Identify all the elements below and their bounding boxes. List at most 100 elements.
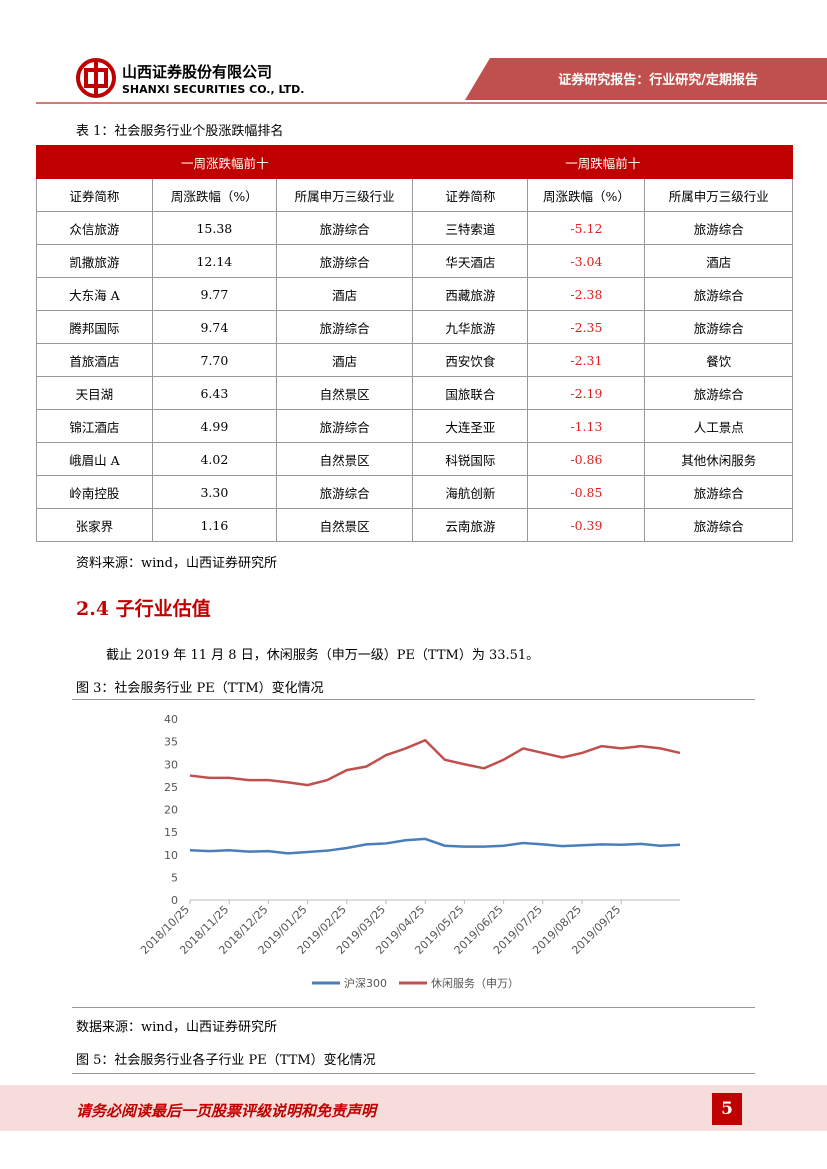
table-cell: 国旅联合 — [412, 376, 529, 410]
column-header: 周涨跌幅（%） — [151, 178, 277, 212]
group-header-row: 一周涨跌幅前十 一周跌幅前十 — [35, 145, 793, 179]
table-cell: -0.39 — [527, 508, 646, 542]
y-tick-label: 0 — [171, 894, 178, 907]
table-cell: 4.99 — [151, 409, 277, 443]
table-cell: 旅游综合 — [644, 475, 793, 509]
table-cell: 华天酒店 — [412, 244, 529, 278]
column-header: 证券简称 — [412, 178, 529, 212]
column-header: 证券简称 — [36, 178, 153, 212]
rule — [72, 1007, 755, 1008]
table-cell: -2.31 — [527, 343, 646, 377]
table-row: 峨眉山 A 4.02 自然景区 科锐国际 -0.86 其他休闲服务 — [36, 442, 793, 476]
table-cell: 3.30 — [151, 475, 277, 509]
table-cell: 三特索道 — [412, 211, 529, 245]
figure-caption: 图 5：社会服务行业各子行业 PE（TTM）变化情况 — [76, 1053, 376, 1068]
company-en: SHANXI SECURITIES CO., LTD. — [122, 83, 305, 96]
table-cell: 科锐国际 — [412, 442, 529, 476]
table-cell: 旅游综合 — [275, 475, 414, 509]
table-cell: 餐饮 — [644, 343, 793, 377]
table-cell: 旅游综合 — [644, 277, 793, 311]
line-series — [189, 837, 681, 855]
chart-source: 数据来源：wind，山西证券研究所 — [76, 1020, 277, 1035]
legend-label: 沪深300 — [344, 976, 387, 990]
table-row: 大东海 A 9.77 酒店 西藏旅游 -2.38 旅游综合 — [36, 277, 793, 311]
page-number: 5 — [712, 1093, 742, 1125]
data-table: 一周涨跌幅前十 一周跌幅前十 证券简称 周涨跌幅（%） 所属申万三级行业 证券简称 周涨跌幅… — [35, 145, 793, 542]
y-tick-label: 15 — [164, 826, 178, 839]
table-cell: -2.19 — [527, 376, 646, 410]
table-cell: -5.12 — [527, 211, 646, 245]
table-source: 资料来源：wind，山西证券研究所 — [76, 556, 277, 571]
table-row: 锦江酒店 4.99 旅游综合 大连圣亚 -1.13 人工景点 — [36, 409, 793, 443]
table-cell: 首旅酒店 — [36, 343, 153, 377]
table-cell: 岭南控股 — [36, 475, 153, 509]
table-row: 岭南控股 3.30 旅游综合 海航创新 -0.85 旅游综合 — [36, 475, 793, 509]
table-cell: 自然景区 — [275, 508, 414, 542]
table-cell: 9.77 — [151, 277, 277, 311]
group-header: 一周涨跌幅前十 — [35, 145, 414, 179]
column-header: 所属申万三级行业 — [644, 178, 793, 212]
table-row: 众信旅游 15.38 旅游综合 三特索道 -5.12 旅游综合 — [36, 211, 793, 245]
table-cell: 1.16 — [151, 508, 277, 542]
report-type: 证券研究报告：行业研究/定期报告 — [558, 72, 758, 88]
table-row: 首旅酒店 7.70 酒店 西安饮食 -2.31 餐饮 — [36, 343, 793, 377]
table-cell: 锦江酒店 — [36, 409, 153, 443]
table-cell: -0.86 — [527, 442, 646, 476]
table-cell: 海航创新 — [412, 475, 529, 509]
y-tick-label: 10 — [164, 849, 178, 862]
rule — [72, 1073, 755, 1074]
table-cell: 旅游综合 — [644, 376, 793, 410]
banner — [465, 58, 827, 100]
y-tick-label: 5 — [171, 871, 178, 884]
logo — [76, 58, 116, 98]
table-cell: 其他休闲服务 — [644, 442, 793, 476]
table-cell: 凯撒旅游 — [36, 244, 153, 278]
table-cell: 酒店 — [275, 343, 414, 377]
table-cell: 云南旅游 — [412, 508, 529, 542]
table-cell: -2.38 — [527, 277, 646, 311]
company-cn: 山西证券股份有限公司 — [122, 63, 272, 81]
table-cell: 9.74 — [151, 310, 277, 344]
table-cell: 人工景点 — [644, 409, 793, 443]
table-cell: 大东海 A — [36, 277, 153, 311]
table-cell: 自然景区 — [275, 376, 414, 410]
table-cell: -2.35 — [527, 310, 646, 344]
table-cell: 旅游综合 — [275, 211, 414, 245]
table-cell: 酒店 — [644, 244, 793, 278]
table-cell: 天目湖 — [36, 376, 153, 410]
table-cell: 自然景区 — [275, 442, 414, 476]
y-tick-label: 20 — [164, 804, 178, 817]
table-cell: 4.02 — [151, 442, 277, 476]
rule — [72, 699, 755, 700]
figure-caption: 图 3：社会服务行业 PE（TTM）变化情况 — [76, 681, 324, 696]
table-row: 张家界 1.16 自然景区 云南旅游 -0.39 旅游综合 — [36, 508, 793, 542]
table-cell: 众信旅游 — [36, 211, 153, 245]
y-tick-label: 25 — [164, 781, 178, 794]
table-cell: 旅游综合 — [644, 310, 793, 344]
group-header: 一周跌幅前十 — [412, 145, 793, 179]
line-series — [189, 738, 681, 787]
table-cell: -1.13 — [527, 409, 646, 443]
paragraph: 截止 2019 年 11 月 8 日，休闲服务（申万一级）PE（TTM）为 33… — [106, 648, 540, 663]
column-header: 周涨跌幅（%） — [527, 178, 646, 212]
table-cell: 6.43 — [151, 376, 277, 410]
table-cell: 旅游综合 — [644, 508, 793, 542]
table-cell: 7.70 — [151, 343, 277, 377]
table-cell: 峨眉山 A — [36, 442, 153, 476]
table-cell: 西安饮食 — [412, 343, 529, 377]
table-cell: -3.04 — [527, 244, 646, 278]
table-row: 凯撒旅游 12.14 旅游综合 华天酒店 -3.04 酒店 — [36, 244, 793, 278]
chart: 05101520253035402018/10/252018/11/252018… — [138, 713, 681, 990]
table-cell: 腾邦国际 — [36, 310, 153, 344]
y-tick-label: 40 — [164, 713, 178, 726]
legend-label: 休闲服务（申万） — [431, 976, 519, 990]
table-cell: 大连圣亚 — [412, 409, 529, 443]
table-cell: 西藏旅游 — [412, 277, 529, 311]
table-row: 腾邦国际 9.74 旅游综合 九华旅游 -2.35 旅游综合 — [36, 310, 793, 344]
table-cell: 旅游综合 — [644, 211, 793, 245]
header: 山西证券股份有限公司 SHANXI SECURITIES CO., LTD. 证… — [36, 58, 827, 104]
table-cell: 15.38 — [151, 211, 277, 245]
table-caption: 表 1：社会服务行业个股涨跌幅排名 — [76, 124, 284, 139]
table-cell: 张家界 — [36, 508, 153, 542]
footer-band — [0, 1085, 827, 1131]
